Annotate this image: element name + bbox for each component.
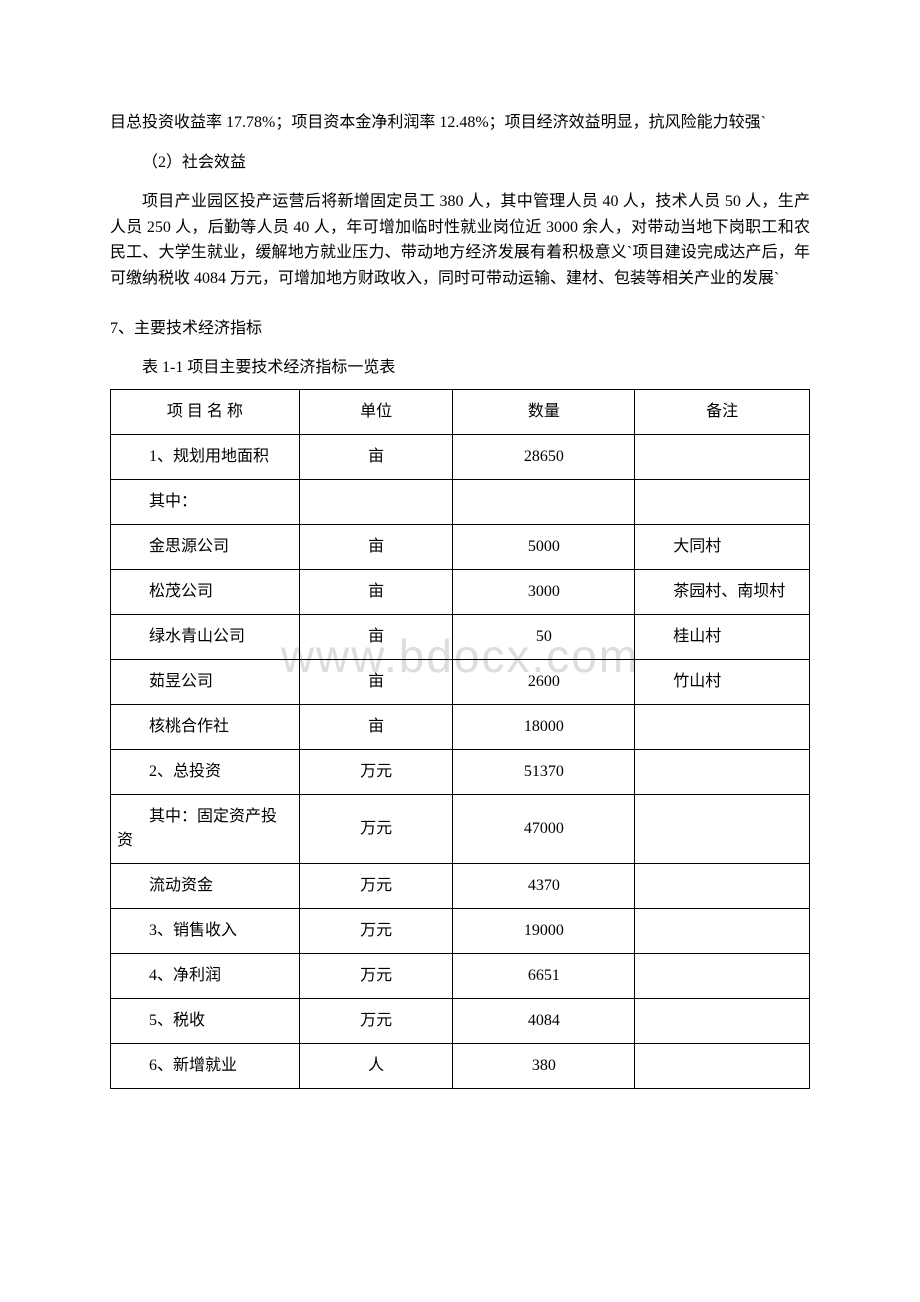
cell-qty	[453, 479, 635, 524]
cell-remark	[635, 953, 810, 998]
cell-unit: 人	[299, 1043, 453, 1088]
paragraph-social-body: 项目产业园区投产运营后将新增固定员工 380 人，其中管理人员 40 人，技术人…	[110, 189, 810, 291]
cell-name: 3、销售收入	[111, 908, 300, 953]
cell-remark: 大同村	[635, 524, 810, 569]
cell-remark: 茶园村、南坝村	[635, 569, 810, 614]
cell-remark: 桂山村	[635, 614, 810, 659]
document-body: 目总投资收益率 17.78%；项目资本金净利润率 12.48%；项目经济效益明显…	[110, 110, 810, 1089]
cell-qty: 18000	[453, 704, 635, 749]
cell-unit: 万元	[299, 749, 453, 794]
cell-remark	[635, 704, 810, 749]
cell-remark: 竹山村	[635, 659, 810, 704]
cell-remark	[635, 479, 810, 524]
paragraph-social-heading: （2）社会效益	[110, 150, 810, 176]
cell-unit: 亩	[299, 614, 453, 659]
table-row: 核桃合作社 亩 18000	[111, 704, 810, 749]
indicators-table: 项 目 名 称 单位 数量 备注 1、规划用地面积 亩 28650 其中： 金思…	[110, 389, 810, 1089]
header-remark: 备注	[635, 389, 810, 434]
cell-name: 1、规划用地面积	[111, 434, 300, 479]
cell-name: 松茂公司	[111, 569, 300, 614]
cell-qty: 3000	[453, 569, 635, 614]
cell-qty: 2600	[453, 659, 635, 704]
cell-remark	[635, 434, 810, 479]
cell-remark	[635, 749, 810, 794]
cell-name: 其中：固定资产投资	[111, 794, 300, 863]
cell-name: 其中：	[111, 479, 300, 524]
cell-name: 绿水青山公司	[111, 614, 300, 659]
cell-remark	[635, 908, 810, 953]
cell-unit: 万元	[299, 953, 453, 998]
cell-unit: 万元	[299, 794, 453, 863]
cell-qty: 28650	[453, 434, 635, 479]
table-row: 金思源公司 亩 5000 大同村	[111, 524, 810, 569]
table-row: 绿水青山公司 亩 50 桂山村	[111, 614, 810, 659]
cell-unit: 万元	[299, 908, 453, 953]
cell-unit: 亩	[299, 434, 453, 479]
cell-name: 4、净利润	[111, 953, 300, 998]
cell-unit: 亩	[299, 704, 453, 749]
cell-unit: 万元	[299, 998, 453, 1043]
table-row: 其中：	[111, 479, 810, 524]
table-row: 松茂公司 亩 3000 茶园村、南坝村	[111, 569, 810, 614]
table-caption: 表 1-1 项目主要技术经济指标一览表	[110, 355, 810, 381]
cell-unit: 万元	[299, 863, 453, 908]
cell-qty: 50	[453, 614, 635, 659]
cell-unit	[299, 479, 453, 524]
cell-unit: 亩	[299, 524, 453, 569]
cell-qty: 51370	[453, 749, 635, 794]
header-unit: 单位	[299, 389, 453, 434]
table-row: 其中：固定资产投资 万元 47000	[111, 794, 810, 863]
table-row: 1、规划用地面积 亩 28650	[111, 434, 810, 479]
table-row: 4、净利润 万元 6651	[111, 953, 810, 998]
cell-unit: 亩	[299, 659, 453, 704]
cell-name: 5、税收	[111, 998, 300, 1043]
cell-qty: 4370	[453, 863, 635, 908]
cell-name: 流动资金	[111, 863, 300, 908]
cell-qty: 4084	[453, 998, 635, 1043]
table-row: 3、销售收入 万元 19000	[111, 908, 810, 953]
cell-unit: 亩	[299, 569, 453, 614]
cell-remark	[635, 863, 810, 908]
cell-remark	[635, 1043, 810, 1088]
cell-remark	[635, 794, 810, 863]
cell-qty: 47000	[453, 794, 635, 863]
table-row: 2、总投资 万元 51370	[111, 749, 810, 794]
section-7-heading: 7、主要技术经济指标	[110, 316, 810, 342]
header-qty: 数量	[453, 389, 635, 434]
cell-name: 茹昱公司	[111, 659, 300, 704]
cell-remark	[635, 998, 810, 1043]
paragraph-roi: 目总投资收益率 17.78%；项目资本金净利润率 12.48%；项目经济效益明显…	[110, 110, 810, 136]
header-name: 项 目 名 称	[111, 389, 300, 434]
table-row: 流动资金 万元 4370	[111, 863, 810, 908]
cell-name: 金思源公司	[111, 524, 300, 569]
cell-name: 核桃合作社	[111, 704, 300, 749]
table-row: 茹昱公司 亩 2600 竹山村	[111, 659, 810, 704]
cell-qty: 380	[453, 1043, 635, 1088]
cell-qty: 5000	[453, 524, 635, 569]
cell-name: 2、总投资	[111, 749, 300, 794]
table-row: 6、新增就业 人 380	[111, 1043, 810, 1088]
table-row: 5、税收 万元 4084	[111, 998, 810, 1043]
table-header-row: 项 目 名 称 单位 数量 备注	[111, 389, 810, 434]
cell-qty: 19000	[453, 908, 635, 953]
cell-qty: 6651	[453, 953, 635, 998]
cell-name: 6、新增就业	[111, 1043, 300, 1088]
